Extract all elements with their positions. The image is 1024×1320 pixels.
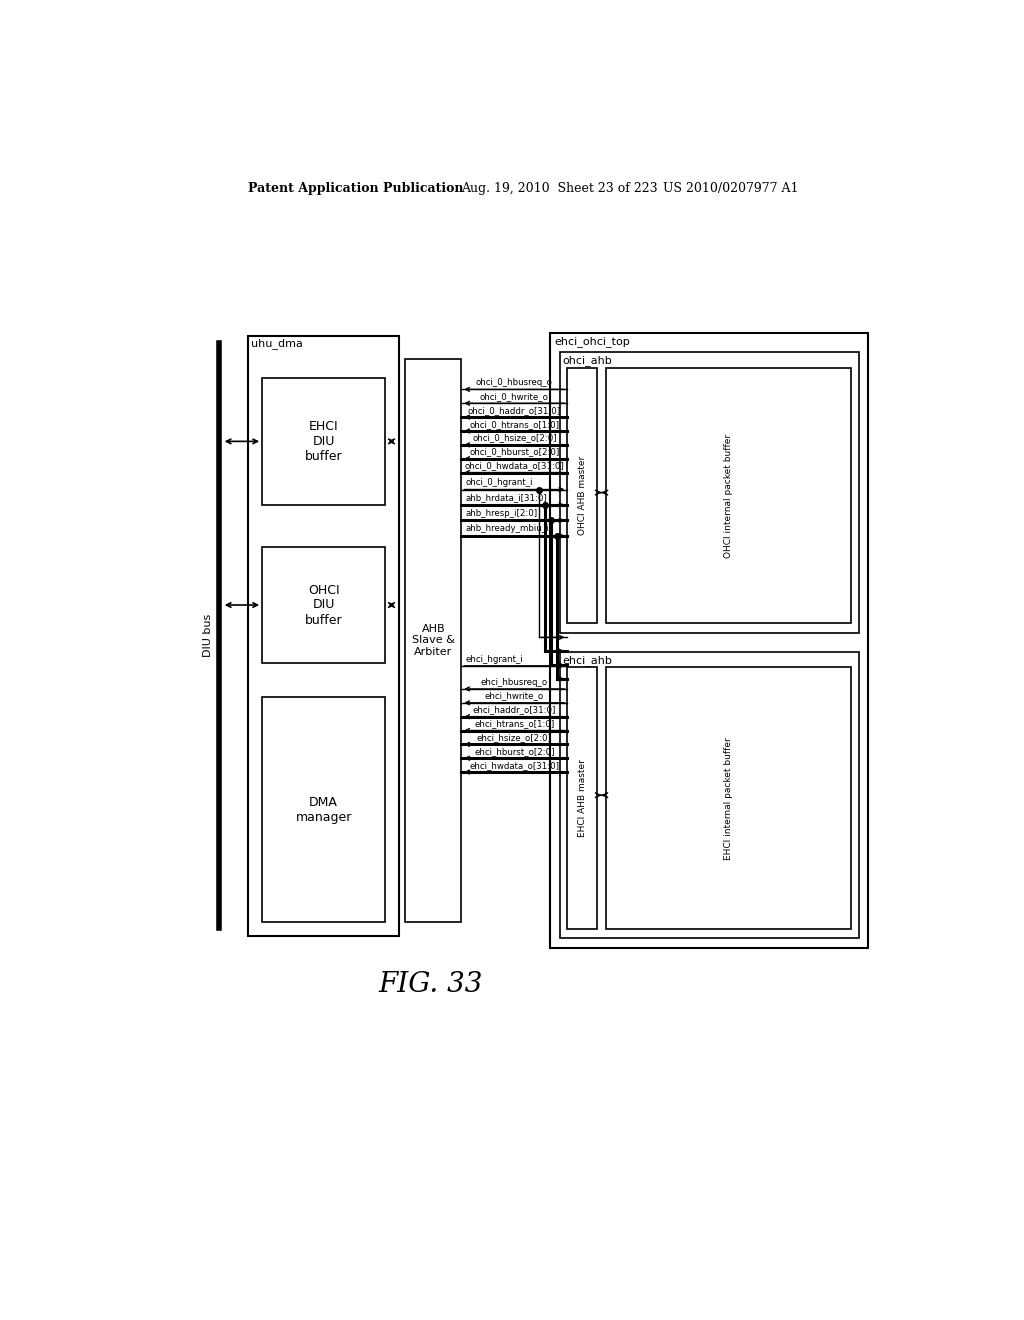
Text: OHCI internal packet buffer: OHCI internal packet buffer: [724, 433, 733, 558]
Text: ehci_htrans_o[1:0]: ehci_htrans_o[1:0]: [474, 719, 554, 729]
Text: AHB
Slave &
Arbiter: AHB Slave & Arbiter: [412, 624, 455, 657]
Text: FIG. 33: FIG. 33: [378, 970, 482, 998]
Bar: [560, 652, 859, 939]
Bar: [248, 335, 399, 936]
Text: OHCI
DIU
buffer: OHCI DIU buffer: [305, 583, 342, 627]
Text: EHCI
DIU
buffer: EHCI DIU buffer: [305, 420, 342, 463]
Text: Patent Application Publication: Patent Application Publication: [248, 182, 464, 194]
Text: DMA
manager: DMA manager: [296, 796, 352, 824]
Text: uhu_dma: uhu_dma: [251, 339, 303, 350]
Text: EHCI internal packet buffer: EHCI internal packet buffer: [724, 737, 733, 859]
Text: ohci_0_htrans_o[1:0]: ohci_0_htrans_o[1:0]: [469, 420, 559, 429]
Text: ehci_haddr_o[31:0]: ehci_haddr_o[31:0]: [473, 705, 556, 714]
Bar: [550, 333, 868, 948]
Bar: [606, 668, 851, 929]
Text: ohci_ahb: ohci_ahb: [563, 355, 612, 367]
Text: ohci_0_hwdata_o[31:0]: ohci_0_hwdata_o[31:0]: [465, 461, 564, 470]
Bar: [567, 668, 597, 929]
Text: US 2010/0207977 A1: US 2010/0207977 A1: [663, 182, 799, 194]
Text: ehci_hgrant_i: ehci_hgrant_i: [465, 655, 523, 664]
Text: ohci_0_hgrant_i: ohci_0_hgrant_i: [465, 478, 532, 487]
Text: ahb_hresp_i[2:0]: ahb_hresp_i[2:0]: [465, 510, 538, 517]
Text: EHCI AHB master: EHCI AHB master: [578, 759, 587, 837]
Bar: [560, 352, 859, 632]
Bar: [262, 697, 385, 923]
Bar: [262, 548, 385, 663]
Text: ehci_hbusreq_o: ehci_hbusreq_o: [481, 677, 548, 686]
Text: ehci_hsize_o[2:0]: ehci_hsize_o[2:0]: [477, 733, 552, 742]
Bar: [406, 359, 461, 923]
Text: ehci_hburst_o[2:0]: ehci_hburst_o[2:0]: [474, 747, 555, 756]
Bar: [262, 378, 385, 506]
Text: OHCI AHB master: OHCI AHB master: [578, 455, 587, 536]
Text: ohci_0_hburst_o[2:0]: ohci_0_hburst_o[2:0]: [469, 447, 559, 457]
Text: ehci_ohci_top: ehci_ohci_top: [554, 337, 630, 347]
Text: Aug. 19, 2010  Sheet 23 of 223: Aug. 19, 2010 Sheet 23 of 223: [461, 182, 657, 194]
Text: ohci_0_hsize_o[2:0]: ohci_0_hsize_o[2:0]: [472, 433, 557, 442]
Text: DIU bus: DIU bus: [203, 614, 213, 657]
Text: ohci_0_haddr_o[31:0]: ohci_0_haddr_o[31:0]: [468, 405, 561, 414]
Text: ohci_0_hbusreq_o: ohci_0_hbusreq_o: [476, 378, 553, 387]
Text: ehci_hwrite_o: ehci_hwrite_o: [484, 692, 544, 701]
Bar: [567, 368, 597, 623]
Text: ehci_ahb: ehci_ahb: [563, 655, 612, 667]
Bar: [606, 368, 851, 623]
Text: ehci_hwdata_o[31:0]: ehci_hwdata_o[31:0]: [469, 760, 559, 770]
Text: ohci_0_hwrite_o: ohci_0_hwrite_o: [480, 392, 549, 401]
Text: ahb_hready_mbiu_i: ahb_hready_mbiu_i: [465, 524, 549, 533]
Text: ahb_hrdata_i[31:0]: ahb_hrdata_i[31:0]: [465, 494, 547, 503]
